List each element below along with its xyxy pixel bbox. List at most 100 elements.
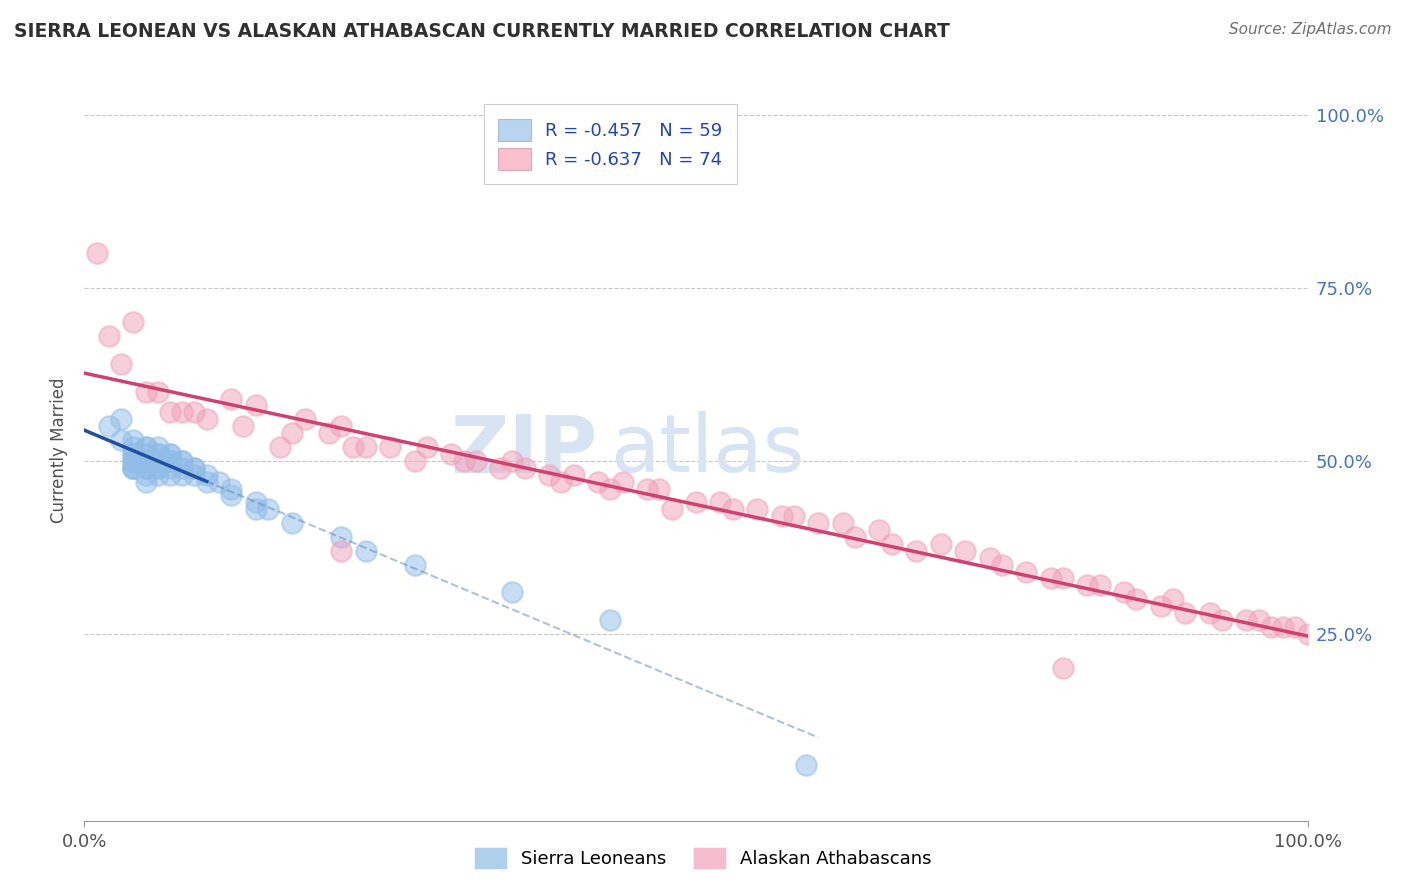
Point	[135, 447, 157, 461]
Point	[232, 419, 254, 434]
Point	[661, 502, 683, 516]
Text: atlas: atlas	[610, 411, 804, 490]
Legend: R = -0.457   N = 59, R = -0.637   N = 74: R = -0.457 N = 59, R = -0.637 N = 74	[484, 104, 737, 185]
Point	[245, 502, 267, 516]
Point	[979, 550, 1001, 565]
Point	[783, 509, 806, 524]
Point	[122, 460, 145, 475]
Point	[122, 460, 145, 475]
Point	[135, 384, 157, 399]
Point	[195, 467, 218, 482]
Point	[159, 460, 181, 475]
Point	[550, 475, 572, 489]
Point	[135, 475, 157, 489]
Point	[1284, 620, 1306, 634]
Point	[586, 475, 609, 489]
Point	[1211, 613, 1233, 627]
Point	[159, 454, 181, 468]
Point	[1052, 572, 1074, 586]
Point	[122, 447, 145, 461]
Point	[1076, 578, 1098, 592]
Point	[1150, 599, 1173, 614]
Point	[146, 454, 169, 468]
Point	[195, 412, 218, 426]
Point	[380, 440, 402, 454]
Point	[122, 433, 145, 447]
Point	[685, 495, 707, 509]
Point	[135, 440, 157, 454]
Point	[794, 758, 817, 772]
Point	[929, 537, 952, 551]
Point	[1296, 627, 1319, 641]
Point	[219, 488, 242, 502]
Point	[1247, 613, 1270, 627]
Point	[159, 454, 181, 468]
Point	[599, 482, 621, 496]
Point	[1125, 592, 1147, 607]
Point	[991, 558, 1014, 572]
Point	[1161, 592, 1184, 607]
Text: SIERRA LEONEAN VS ALASKAN ATHABASCAN CURRENTLY MARRIED CORRELATION CHART: SIERRA LEONEAN VS ALASKAN ATHABASCAN CUR…	[14, 22, 950, 41]
Point	[183, 405, 205, 419]
Point	[159, 467, 181, 482]
Point	[464, 454, 486, 468]
Point	[122, 315, 145, 329]
Point	[135, 454, 157, 468]
Point	[562, 467, 585, 482]
Point	[747, 502, 769, 516]
Point	[342, 440, 364, 454]
Point	[1039, 572, 1062, 586]
Point	[440, 447, 463, 461]
Point	[159, 447, 181, 461]
Point	[208, 475, 231, 489]
Point	[1052, 661, 1074, 675]
Point	[330, 543, 353, 558]
Point	[135, 454, 157, 468]
Point	[195, 475, 218, 489]
Point	[269, 440, 291, 454]
Point	[636, 482, 658, 496]
Point	[122, 460, 145, 475]
Point	[122, 454, 145, 468]
Legend: Sierra Leoneans, Alaskan Athabascans: Sierra Leoneans, Alaskan Athabascans	[465, 838, 941, 879]
Point	[648, 482, 671, 496]
Point	[135, 440, 157, 454]
Point	[135, 467, 157, 482]
Point	[135, 460, 157, 475]
Point	[709, 495, 731, 509]
Point	[172, 467, 194, 482]
Point	[354, 543, 377, 558]
Text: ZIP: ZIP	[451, 411, 598, 490]
Point	[281, 426, 304, 441]
Point	[135, 460, 157, 475]
Point	[146, 447, 169, 461]
Point	[183, 460, 205, 475]
Point	[404, 454, 426, 468]
Point	[172, 460, 194, 475]
Point	[513, 460, 536, 475]
Point	[172, 454, 194, 468]
Point	[1174, 606, 1197, 620]
Point	[770, 509, 793, 524]
Point	[354, 440, 377, 454]
Point	[1114, 585, 1136, 599]
Point	[183, 460, 205, 475]
Point	[1236, 613, 1258, 627]
Point	[612, 475, 634, 489]
Point	[1088, 578, 1111, 592]
Point	[146, 467, 169, 482]
Point	[135, 454, 157, 468]
Point	[146, 440, 169, 454]
Y-axis label: Currently Married: Currently Married	[51, 377, 69, 524]
Point	[281, 516, 304, 530]
Point	[146, 460, 169, 475]
Point	[880, 537, 903, 551]
Point	[807, 516, 830, 530]
Point	[318, 426, 340, 441]
Point	[245, 399, 267, 413]
Point	[1198, 606, 1220, 620]
Point	[502, 585, 524, 599]
Point	[953, 543, 976, 558]
Text: Source: ZipAtlas.com: Source: ZipAtlas.com	[1229, 22, 1392, 37]
Point	[844, 530, 866, 544]
